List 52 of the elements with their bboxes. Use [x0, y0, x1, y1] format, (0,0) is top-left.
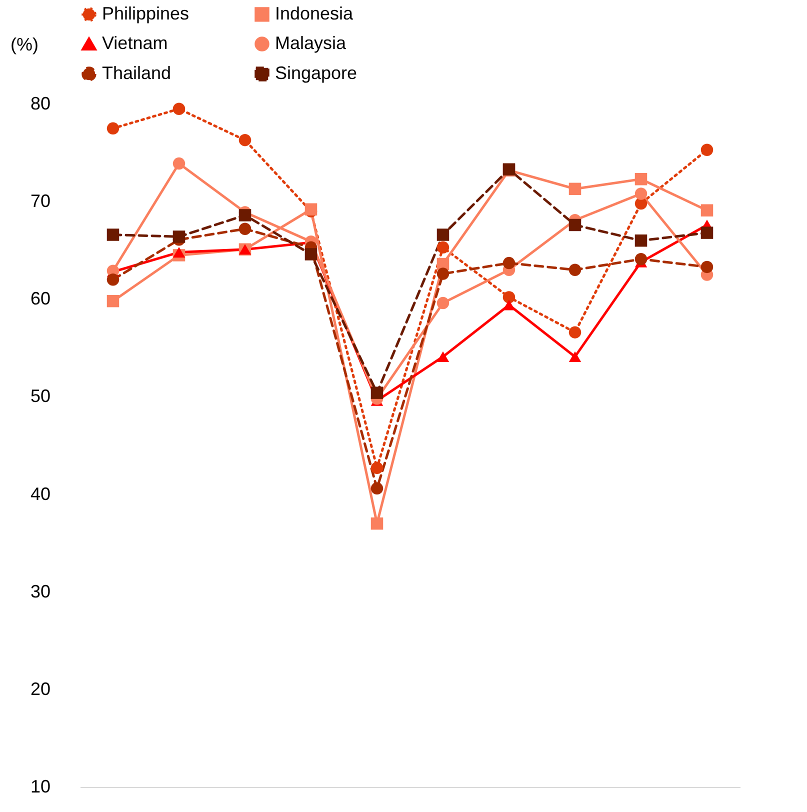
point	[634, 188, 648, 200]
point	[568, 351, 582, 362]
point	[370, 517, 384, 530]
point	[568, 326, 582, 338]
point	[172, 157, 186, 170]
point	[700, 226, 714, 239]
y-tick-label: 10	[30, 776, 50, 796]
point	[370, 482, 384, 495]
point	[568, 264, 582, 276]
point	[304, 248, 318, 260]
point	[634, 253, 648, 266]
point	[172, 230, 186, 243]
legend-label: Vietnam	[102, 33, 168, 53]
point	[436, 351, 450, 362]
y-tick-label: 20	[30, 678, 50, 699]
y-tick-label: 80	[30, 94, 50, 114]
y-tick-label: 50	[30, 386, 50, 406]
point	[238, 222, 252, 236]
y-tick-label: 30	[30, 581, 50, 602]
point	[436, 241, 450, 254]
point	[172, 247, 186, 258]
point	[700, 260, 714, 274]
legend-label: Philippines	[102, 3, 190, 24]
legend-label: Singapore	[275, 63, 358, 83]
legend-label: Malaysia	[275, 33, 348, 53]
point	[700, 204, 714, 216]
point	[238, 209, 252, 222]
point	[370, 462, 384, 474]
point	[634, 234, 648, 247]
point	[436, 228, 450, 241]
point	[106, 122, 120, 135]
point	[436, 268, 450, 280]
point	[238, 134, 252, 146]
point	[106, 228, 120, 241]
point	[436, 296, 450, 310]
point	[700, 144, 714, 156]
legend-label: Thailand	[102, 63, 172, 83]
point	[370, 386, 384, 399]
legend-label: Indonesia	[275, 3, 354, 24]
y-tick-label: 60	[30, 288, 50, 309]
y-tick-label: 70	[30, 191, 50, 212]
y-axis-title: (%)	[10, 34, 38, 54]
point	[502, 256, 516, 270]
point	[568, 182, 582, 196]
y-tick-label: 40	[30, 484, 50, 504]
point	[106, 294, 120, 308]
point	[106, 274, 120, 286]
point	[172, 102, 186, 115]
point	[502, 300, 516, 310]
point	[634, 173, 648, 186]
point	[502, 291, 516, 304]
point	[568, 218, 582, 232]
